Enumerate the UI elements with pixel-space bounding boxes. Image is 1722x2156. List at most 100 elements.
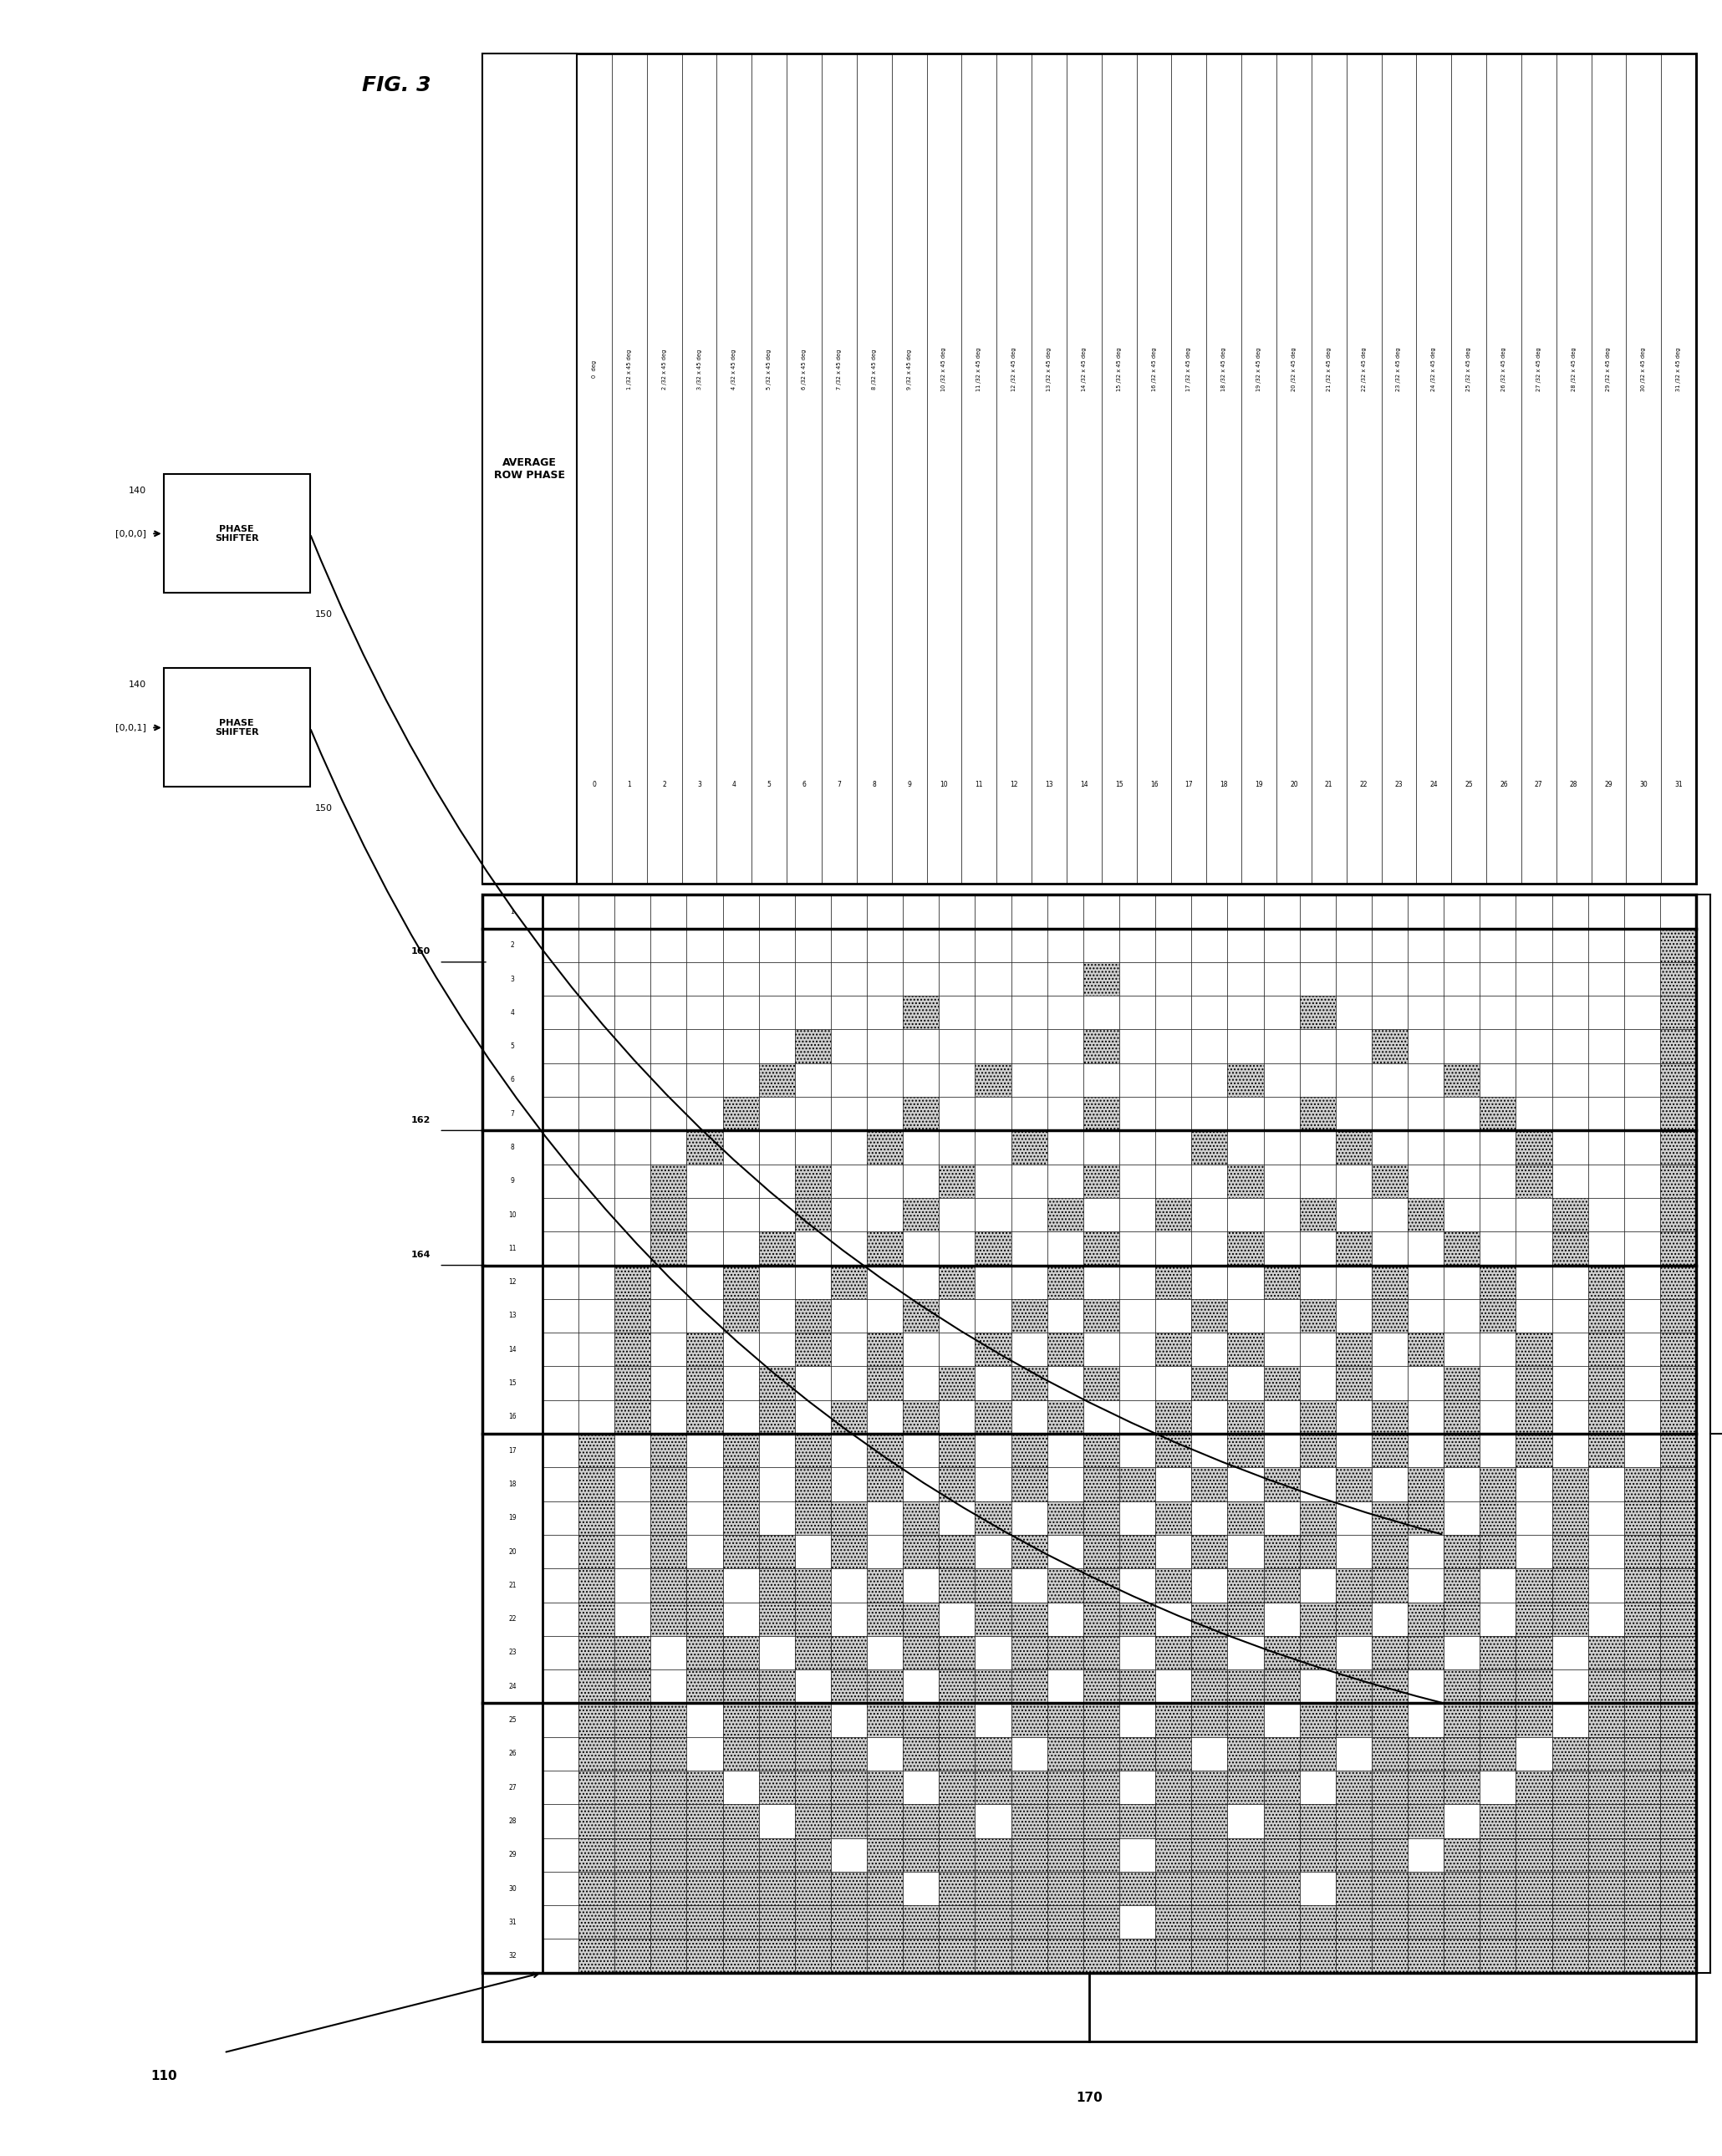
Bar (1264, 1703, 1300, 1738)
Bar (615, 1399, 651, 1434)
Bar (866, 1130, 902, 1164)
Bar (1336, 1031, 1372, 1063)
Bar (1479, 1871, 1515, 1906)
Bar (1372, 996, 1409, 1031)
Bar (1119, 1434, 1155, 1468)
Bar (1264, 1770, 1300, 1805)
Bar (579, 996, 615, 1031)
Bar (723, 1468, 759, 1501)
Bar (1192, 1501, 1228, 1535)
Bar (1515, 1738, 1552, 1770)
Bar (615, 929, 651, 962)
Text: 4: 4 (510, 1009, 515, 1015)
Bar (975, 1703, 1011, 1738)
Bar (1192, 1031, 1228, 1063)
Text: 6: 6 (802, 780, 806, 789)
Bar (482, 54, 577, 884)
Bar (938, 1434, 975, 1468)
Bar (615, 1738, 651, 1770)
Bar (975, 1130, 1011, 1164)
Bar (1624, 1871, 1660, 1906)
Text: 12 /32 x 45 deg: 12 /32 x 45 deg (1011, 347, 1016, 390)
Bar (651, 1367, 687, 1399)
Bar (1479, 1770, 1515, 1805)
Bar (579, 1367, 615, 1399)
Bar (975, 1298, 1011, 1332)
Bar (723, 1570, 759, 1602)
Bar (1515, 1570, 1552, 1602)
Bar (796, 1602, 832, 1636)
Bar (1300, 1130, 1336, 1164)
Text: 28 /32 x 45 deg: 28 /32 x 45 deg (1570, 347, 1576, 392)
Bar (1624, 1434, 1660, 1468)
Bar (830, 1501, 866, 1535)
Bar (1515, 1703, 1552, 1738)
Bar (1300, 1669, 1336, 1703)
Bar (902, 1636, 938, 1669)
Bar (902, 1501, 938, 1535)
Bar (1300, 1805, 1336, 1837)
Bar (796, 1570, 832, 1602)
Bar (759, 895, 796, 929)
Bar (542, 1130, 579, 1164)
Bar (687, 1738, 723, 1770)
Bar (1588, 1837, 1624, 1871)
Bar (1552, 1097, 1588, 1130)
Bar (651, 1837, 687, 1871)
Bar (1624, 895, 1660, 929)
Bar (1479, 1837, 1515, 1871)
Bar (1407, 1063, 1443, 1097)
Bar (866, 1332, 902, 1367)
Bar (1264, 1938, 1300, 1973)
Bar (975, 1906, 1011, 1938)
Bar (651, 1097, 687, 1130)
Bar (1624, 1332, 1660, 1367)
Bar (1515, 1871, 1552, 1906)
Bar (975, 1332, 1011, 1367)
Bar (1624, 1805, 1660, 1837)
Bar (759, 1434, 796, 1468)
Bar (687, 1906, 723, 1938)
Bar (1407, 895, 1443, 929)
Bar (1660, 1636, 1696, 1669)
Bar (651, 1434, 687, 1468)
Bar (542, 1164, 579, 1199)
Bar (1119, 1938, 1155, 1973)
Bar (542, 1535, 579, 1570)
Bar (759, 1332, 796, 1367)
Bar (830, 1871, 866, 1906)
Bar (1515, 1031, 1552, 1063)
Bar (866, 1636, 902, 1669)
Bar (1336, 1837, 1372, 1871)
Bar (1264, 1906, 1300, 1938)
Bar (1588, 1871, 1624, 1906)
Bar (1443, 1770, 1479, 1805)
Bar (866, 1231, 902, 1266)
Text: 9: 9 (907, 780, 911, 789)
Bar (938, 1097, 975, 1130)
Bar (1588, 1805, 1624, 1837)
Bar (1119, 1231, 1155, 1266)
Bar (975, 1199, 1011, 1231)
Text: 15 /32 x 45 deg: 15 /32 x 45 deg (1116, 347, 1121, 390)
Bar (1660, 1602, 1696, 1636)
Bar (1624, 1738, 1660, 1770)
Bar (1479, 962, 1515, 996)
Bar (938, 1164, 975, 1199)
Bar (1047, 1738, 1083, 1770)
Bar (542, 962, 579, 996)
Bar (1624, 929, 1660, 962)
Bar (615, 1535, 651, 1570)
Bar (1407, 1703, 1443, 1738)
Bar (1047, 1266, 1083, 1298)
Bar (1336, 1199, 1372, 1231)
Bar (1155, 1130, 1192, 1164)
Bar (1660, 1535, 1696, 1570)
Bar (759, 1805, 796, 1837)
Bar (1155, 1770, 1192, 1805)
Bar (796, 1770, 832, 1805)
Bar (796, 1703, 832, 1738)
Bar (723, 1399, 759, 1434)
Bar (615, 1669, 651, 1703)
Bar (1192, 1938, 1228, 1973)
